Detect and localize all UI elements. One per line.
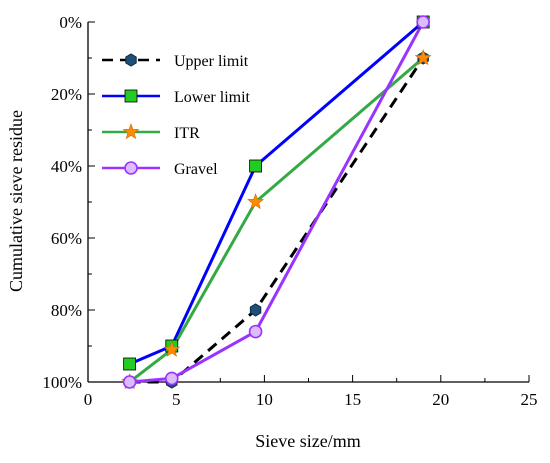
legend-marker [124,161,138,175]
series-line-itr [128,56,425,384]
y-tick-label: 20% [51,85,82,104]
series-line-lower-limit [129,20,425,366]
data-point-upper-limit [249,303,262,317]
data-point-itr [247,193,265,210]
x-tick-label: 25 [521,390,538,409]
x-tick-label: 0 [84,390,93,409]
legend: Upper limit Lower limit ITR Gravel [102,53,251,178]
legend-label: Upper limit [174,53,249,70]
data-point-itr [414,49,432,66]
y-tick-label: 0% [59,13,82,32]
legend-label: ITR [174,125,200,142]
series-markers [121,15,432,390]
x-tick-label: 20 [432,390,449,409]
data-point-lower-limit [249,159,262,173]
y-axis-title: Cumulative sieve residue [6,110,26,292]
series-lines [128,20,425,384]
legend-marker [124,89,138,103]
y-tick-label: 60% [51,229,82,248]
data-point-gravel [164,371,179,386]
legend-label: Gravel [174,161,218,178]
x-axis-title: Sieve size/mm [255,431,360,451]
data-point-gravel [248,324,263,339]
x-tick-label: 15 [344,390,361,409]
legend-marker [125,53,137,67]
data-point-lower-limit [123,357,137,371]
series-line-gravel [129,21,425,384]
y-tick-label: 40% [51,157,82,176]
axes: 0 5 10 15 20 25 0% 20% 40% 60% 80% 100% [42,13,537,409]
data-point-itr [163,340,181,357]
x-tick-label: 5 [172,390,181,409]
data-point-gravel [416,15,430,29]
data-point-gravel [122,375,137,389]
y-tick-label: 100% [42,373,82,392]
x-tick-label: 10 [256,390,273,409]
y-tick-label: 80% [51,301,82,320]
legend-label: Lower limit [174,89,251,106]
legend-marker [122,123,140,140]
series-line-upper-limit [129,57,425,384]
